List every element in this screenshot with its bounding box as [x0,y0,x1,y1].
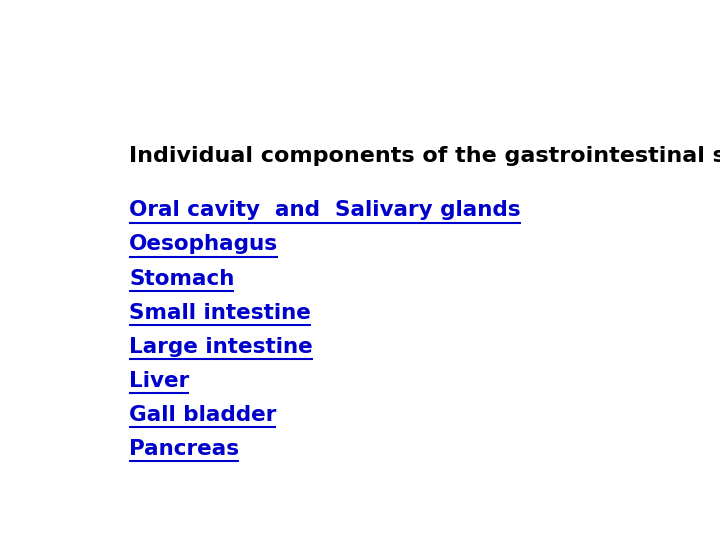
Text: Small intestine: Small intestine [129,302,311,322]
Text: Oesophagus: Oesophagus [129,234,278,254]
Text: Large intestine: Large intestine [129,337,312,357]
Text: Pancreas: Pancreas [129,439,239,459]
Text: Oral cavity  and  Salivary glands: Oral cavity and Salivary glands [129,200,521,220]
Text: Stomach: Stomach [129,268,235,288]
Text: Gall bladder: Gall bladder [129,405,276,425]
Text: Liver: Liver [129,371,189,391]
Text: Individual components of the gastrointestinal system.: Individual components of the gastrointes… [129,146,720,166]
